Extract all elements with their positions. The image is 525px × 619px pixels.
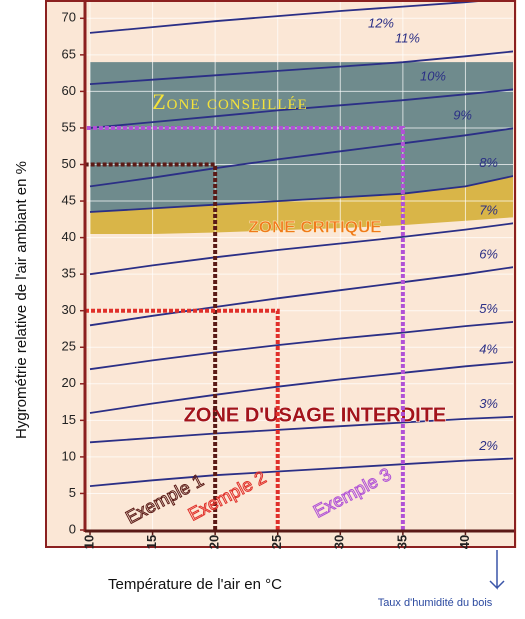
y-tick-label: 15 [62, 412, 76, 427]
y-tick-label: 35 [62, 266, 76, 281]
y-tick-label: 50 [62, 156, 76, 171]
curve-label: 7% [479, 202, 498, 217]
example-guide [85, 162, 218, 530]
curve-label: 4% [479, 341, 498, 356]
moisture-curve [89, 88, 513, 129]
y-tick-label: 45 [62, 192, 76, 207]
zone [90, 176, 513, 234]
zone-label: ZONE D'USAGE INTERDITE [184, 404, 447, 426]
x-axis-label: Température de l'air en °C [108, 576, 282, 593]
curve-label: 11% [395, 31, 420, 46]
x-tick-label: 10 [81, 535, 96, 549]
moisture-curve [89, 415, 513, 444]
frame [45, 0, 516, 548]
example-guide [85, 125, 405, 530]
y-tick-label: 30 [62, 302, 76, 317]
y-tick-label: 65 [62, 46, 76, 61]
y-tick-label: 70 [62, 10, 76, 25]
moisture-curve [89, 127, 513, 188]
x-tick-label: 15 [144, 535, 159, 549]
curve-label: 9% [453, 107, 472, 122]
example-guide [85, 308, 280, 530]
x-tick-label: 35 [394, 535, 409, 549]
moisture-curve [89, 361, 513, 414]
y-tick-label: 5 [69, 485, 76, 500]
moisture-curve [89, 175, 513, 213]
y-tick-label: 25 [62, 339, 76, 354]
x-tick-label: 30 [332, 535, 347, 549]
curve-label: 3% [479, 396, 498, 411]
curve-label: 10% [420, 69, 446, 84]
annotation: Taux d'humidité du bois [378, 597, 493, 609]
y-tick-label: 10 [62, 448, 76, 463]
moisture-curve [89, 321, 513, 371]
curve-label: 6% [479, 246, 498, 261]
curve-label: 2% [478, 438, 498, 453]
curve-label: 5% [479, 301, 498, 316]
moisture-curve [89, 50, 513, 85]
y-axis-label: Hygrométrie relative de l'air ambiant en… [13, 161, 30, 439]
moisture-curve [89, 457, 513, 487]
y-tick-label: 0 [69, 521, 76, 536]
y-tick-label: 60 [62, 83, 76, 98]
x-tick-label: 40 [457, 535, 472, 549]
x-tick-label: 25 [269, 535, 284, 549]
y-tick-label: 20 [62, 375, 76, 390]
moisture-curve [89, 0, 501, 34]
curve-label: 12% [368, 15, 394, 30]
annotation-arrow [489, 550, 505, 590]
y-tick-label: 55 [62, 119, 76, 134]
y-tick-label: 40 [62, 229, 76, 244]
curve-label: 8% [479, 155, 498, 170]
x-tick-label: 20 [207, 535, 222, 549]
zone-label: Zone conseillée [152, 89, 308, 114]
moisture-curve [89, 266, 513, 327]
moisture-curve [89, 222, 513, 276]
plot-area [85, 0, 513, 530]
zone-label: ZONE CRITIQUE [248, 217, 381, 236]
